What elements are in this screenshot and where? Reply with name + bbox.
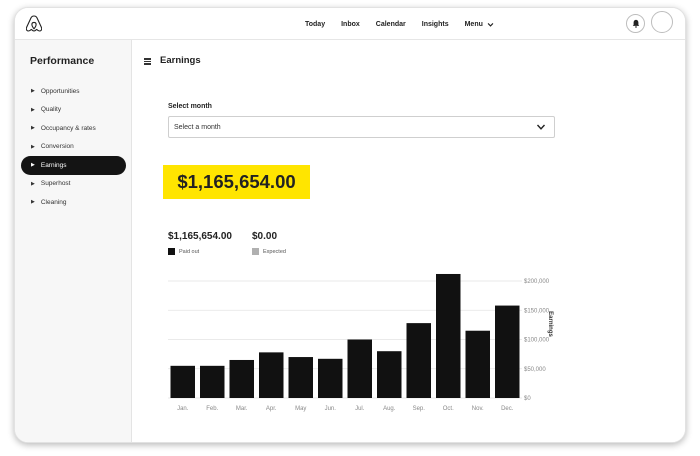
x-tick-label: Oct. — [443, 406, 454, 412]
bar-nov[interactable] — [465, 330, 491, 398]
caret-right-icon: ▶ — [31, 143, 35, 150]
x-tick-label: Sep. — [413, 406, 426, 412]
bar-sep[interactable] — [406, 323, 432, 398]
sidebar-item-cleaning[interactable]: ▶ Cleaning — [21, 193, 126, 212]
main-content: Earnings Select month Select a month $1,… — [132, 40, 685, 442]
caret-right-icon: ▶ — [31, 106, 35, 113]
paid-out-amount: $1,165,654.00 — [168, 231, 232, 242]
total-earnings: $1,165,654.00 — [163, 165, 310, 199]
sidebar-item-quality[interactable]: ▶ Quality — [21, 101, 126, 120]
app-window: Today Inbox Calendar Insights Menu Perfo… — [14, 7, 686, 443]
expected-stat: $0.00 Expected — [252, 231, 286, 255]
x-tick-label: Nov. — [472, 406, 484, 412]
bar-apr[interactable] — [259, 352, 284, 398]
caret-right-icon: ▶ — [31, 162, 35, 169]
bar-jan[interactable] — [170, 365, 196, 398]
sidebar-title: Performance — [30, 55, 95, 67]
x-tick-label: Feb. — [206, 406, 218, 412]
x-tick-label: Jul. — [355, 406, 365, 412]
caret-right-icon: ▶ — [31, 88, 35, 95]
expected-swatch — [252, 248, 259, 255]
sidebar-item-label: Conversion — [40, 143, 74, 151]
y-tick-label: $200,000 — [524, 279, 550, 285]
top-navigation: Today Inbox Calendar Insights Menu — [15, 8, 685, 40]
sidebar-item-occupancy-rates[interactable]: ▶ Occupancy & rates — [21, 119, 126, 138]
y-tick-label: $150,000 — [524, 308, 550, 314]
bar-aug[interactable] — [377, 351, 402, 398]
chevron-down-icon — [487, 22, 494, 27]
bar-dec[interactable] — [495, 305, 520, 398]
month-select-label: Select month — [168, 103, 212, 110]
avatar[interactable] — [651, 11, 673, 33]
sidebar: Performance ▶ Opportunities ▶ Quality ▶ … — [15, 40, 132, 442]
nav-menu-button[interactable]: Menu — [465, 21, 494, 28]
chevron-down-icon — [536, 124, 546, 130]
month-select-value: Select a month — [174, 123, 221, 131]
bar-jun[interactable] — [318, 358, 343, 398]
main-nav: Today Inbox Calendar Insights Menu — [305, 8, 494, 40]
bell-icon — [632, 19, 639, 28]
x-tick-label: May — [295, 406, 306, 412]
caret-right-icon: ▶ — [31, 125, 35, 132]
page-title: Earnings — [160, 55, 201, 66]
x-tick-label: Mar. — [236, 406, 248, 412]
x-tick-label: Jun. — [325, 406, 337, 412]
sidebar-list: ▶ Opportunities ▶ Quality ▶ Occupancy & … — [21, 82, 126, 212]
month-select[interactable]: Select a month — [168, 116, 555, 138]
x-tick-label: Jan. — [177, 406, 189, 412]
sidebar-item-label: Quality — [40, 106, 62, 114]
hamburger-menu-icon[interactable] — [144, 58, 151, 65]
paid-out-stat: $1,165,654.00 Paid out — [168, 231, 232, 255]
bar-jul[interactable] — [347, 339, 373, 399]
earnings-bar-chart: $0 $50,000 $100,000 $150,000 $200,000 Earning… — [168, 273, 553, 412]
x-tick-label: Aug. — [383, 406, 396, 412]
y-tick-label: $100,000 — [524, 338, 550, 344]
x-tick-label: Dec. — [501, 406, 514, 412]
caret-right-icon: ▶ — [31, 199, 35, 206]
caret-right-icon: ▶ — [31, 180, 35, 187]
nav-today[interactable]: Today — [305, 20, 326, 28]
expected-label: Expected — [263, 248, 286, 255]
nav-inbox[interactable]: Inbox — [341, 20, 360, 28]
bar-feb[interactable] — [200, 365, 225, 398]
y-tick-label: $0 — [524, 396, 531, 402]
sidebar-item-label: Cleaning — [40, 198, 67, 206]
sidebar-item-earnings[interactable]: ▶ Earnings — [21, 156, 126, 175]
notifications-button[interactable] — [626, 14, 645, 33]
paid-out-swatch — [168, 248, 175, 255]
bar-mar[interactable] — [229, 359, 255, 398]
paid-out-legend: Paid out — [168, 248, 232, 255]
y-tick-label: $50,000 — [524, 367, 546, 373]
bar-may[interactable] — [288, 357, 314, 398]
nav-calendar[interactable]: Calendar — [375, 20, 406, 28]
nav-insights[interactable]: Insights — [421, 20, 449, 28]
x-tick-label: Apr. — [266, 406, 277, 412]
sidebar-item-superhost[interactable]: ▶ Superhost — [21, 175, 126, 194]
sidebar-item-label: Opportunities — [40, 87, 80, 95]
airbnb-logo-icon[interactable] — [26, 15, 42, 33]
sidebar-item-label: Occupancy & rates — [40, 124, 96, 132]
sidebar-item-label: Earnings — [40, 161, 67, 169]
paid-out-label: Paid out — [179, 248, 200, 255]
nav-menu-label: Menu — [464, 20, 483, 28]
sidebar-item-label: Superhost — [40, 180, 71, 188]
sidebar-item-conversion[interactable]: ▶ Conversion — [21, 138, 126, 157]
expected-legend: Expected — [252, 248, 286, 255]
expected-amount: $0.00 — [252, 231, 278, 242]
sidebar-item-opportunities[interactable]: ▶ Opportunities — [21, 82, 126, 101]
y-axis-label: Earnings — [547, 311, 553, 337]
bar-oct[interactable] — [436, 273, 461, 398]
